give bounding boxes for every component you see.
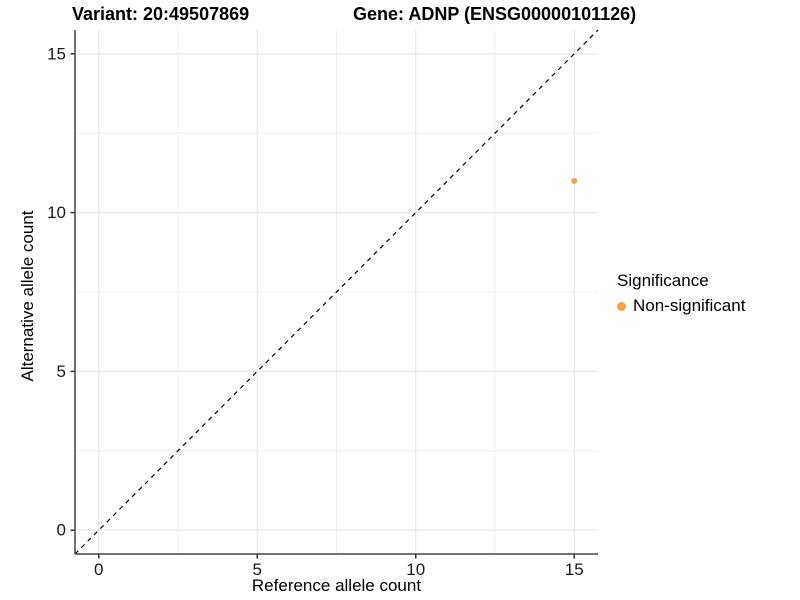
legend: Significance Non-significant	[617, 271, 745, 316]
legend-entries: Non-significant	[617, 296, 745, 316]
data-point	[571, 177, 578, 184]
y-axis-title: Alternative allele count	[18, 210, 37, 382]
x-tick-label: 0	[94, 560, 103, 579]
identity-reference-line	[74, 29, 599, 555]
y-tick-label: 5	[57, 362, 66, 381]
x-tick-label: 5	[253, 560, 262, 579]
y-tick-label: 0	[57, 521, 66, 540]
x-tick-label: 15	[565, 560, 584, 579]
y-tick-label: 10	[47, 203, 66, 222]
legend-title: Significance	[617, 271, 709, 290]
x-tick-label: 10	[406, 560, 425, 579]
legend-key-dot-icon	[617, 301, 626, 311]
legend-entry-label: Non-significant	[633, 296, 746, 315]
legend-entry: Non-significant	[617, 296, 745, 316]
plot-title-variant: Variant: 20:49507869	[72, 4, 250, 24]
x-axis-title: Reference allele count	[251, 576, 422, 595]
plot-title-gene: Gene: ADNP (ENSG00000101126)	[353, 4, 637, 24]
y-tick-label: 15	[47, 44, 66, 63]
